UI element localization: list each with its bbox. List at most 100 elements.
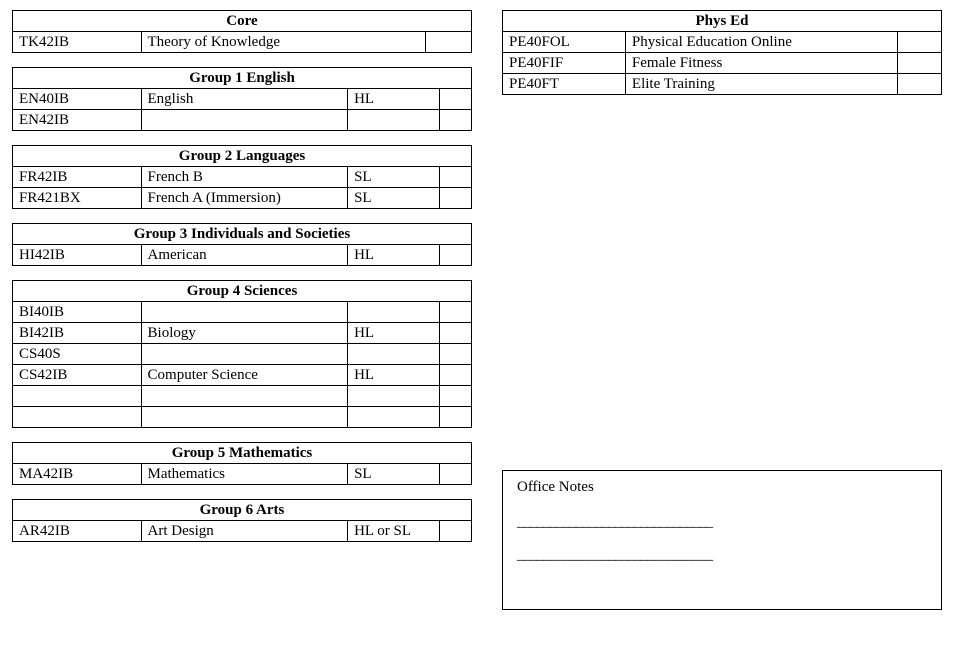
- left-section-6-table: Group 6 ArtsAR42IBArt DesignHL or SL: [12, 499, 472, 542]
- left-section-4-table: Group 4 SciencesBI40IBBI42IBBiologyHLCS4…: [12, 280, 472, 428]
- course-level: HL: [348, 323, 440, 344]
- course-level: SL: [348, 188, 440, 209]
- table-row: [13, 407, 472, 428]
- course-name: Elite Training: [625, 74, 897, 95]
- course-level: SL: [348, 464, 440, 485]
- table-row: TK42IBTheory of Knowledge: [13, 32, 472, 53]
- left-section-0-table: CoreTK42IBTheory of Knowledge: [12, 10, 472, 53]
- right-section-0-table: Phys EdPE40FOLPhysical Education OnlineP…: [502, 10, 942, 95]
- course-name: Female Fitness: [625, 53, 897, 74]
- course-name: Art Design: [141, 521, 348, 542]
- course-code: BI40IB: [13, 302, 142, 323]
- table-row: MA42IBMathematicsSL: [13, 464, 472, 485]
- course-mark: [439, 365, 471, 386]
- left-section-6-header: Group 6 Arts: [13, 500, 472, 521]
- course-code: HI42IB: [13, 245, 142, 266]
- course-level: SL: [348, 167, 440, 188]
- course-level: HL or SL: [348, 521, 440, 542]
- course-mark: [898, 32, 942, 53]
- course-code: MA42IB: [13, 464, 142, 485]
- course-code: [13, 407, 142, 428]
- office-notes-line-1: ______________________________: [517, 514, 927, 531]
- course-mark: [439, 386, 471, 407]
- right-column: Phys EdPE40FOLPhysical Education OnlineP…: [502, 10, 942, 610]
- table-row: FR42IBFrench BSL: [13, 167, 472, 188]
- course-mark: [439, 245, 471, 266]
- course-mark: [439, 302, 471, 323]
- course-level: HL: [348, 245, 440, 266]
- table-row: CS40S: [13, 344, 472, 365]
- course-code: FR42IB: [13, 167, 142, 188]
- course-name: [141, 386, 348, 407]
- course-name: [141, 344, 348, 365]
- right-section-0-header: Phys Ed: [503, 11, 942, 32]
- course-mark: [439, 188, 471, 209]
- course-code: CS40S: [13, 344, 142, 365]
- course-mark: [439, 110, 471, 131]
- course-mark: [439, 407, 471, 428]
- course-code: AR42IB: [13, 521, 142, 542]
- left-section-5-header: Group 5 Mathematics: [13, 443, 472, 464]
- office-notes-title: Office Notes: [517, 479, 927, 496]
- course-mark: [439, 521, 471, 542]
- table-row: FR421BXFrench A (Immersion)SL: [13, 188, 472, 209]
- course-level: [348, 110, 440, 131]
- course-name: Computer Science: [141, 365, 348, 386]
- left-section-3-header: Group 3 Individuals and Societies: [13, 224, 472, 245]
- course-mark: [439, 167, 471, 188]
- course-level: [348, 407, 440, 428]
- course-name: Mathematics: [141, 464, 348, 485]
- office-notes-box: Office Notes ___________________________…: [502, 470, 942, 610]
- left-column: CoreTK42IBTheory of Knowledge Group 1 Eng…: [12, 10, 472, 556]
- course-name: [141, 110, 348, 131]
- table-row: PE40FIFFemale Fitness: [503, 53, 942, 74]
- left-section-0-header: Core: [13, 11, 472, 32]
- course-code: PE40FT: [503, 74, 626, 95]
- course-mark: [898, 53, 942, 74]
- course-code: [13, 386, 142, 407]
- course-name: French A (Immersion): [141, 188, 348, 209]
- course-code: CS42IB: [13, 365, 142, 386]
- table-row: AR42IBArt DesignHL or SL: [13, 521, 472, 542]
- course-mark: [439, 89, 471, 110]
- course-name: French B: [141, 167, 348, 188]
- course-name: Physical Education Online: [625, 32, 897, 53]
- course-code: TK42IB: [13, 32, 142, 53]
- course-name: Biology: [141, 323, 348, 344]
- course-mark: [426, 32, 472, 53]
- office-notes-line-2: ______________________________: [517, 547, 927, 564]
- left-section-4-header: Group 4 Sciences: [13, 281, 472, 302]
- left-section-1-table: Group 1 EnglishEN40IBEnglishHLEN42IB: [12, 67, 472, 131]
- course-name: American: [141, 245, 348, 266]
- table-row: EN42IB: [13, 110, 472, 131]
- course-mark: [439, 323, 471, 344]
- course-level: [348, 344, 440, 365]
- course-code: BI42IB: [13, 323, 142, 344]
- table-row: HI42IBAmericanHL: [13, 245, 472, 266]
- course-mark: [439, 464, 471, 485]
- course-code: PE40FIF: [503, 53, 626, 74]
- table-row: BI42IBBiologyHL: [13, 323, 472, 344]
- page-root: CoreTK42IBTheory of Knowledge Group 1 Eng…: [12, 10, 968, 610]
- course-name: [141, 302, 348, 323]
- course-mark: [898, 74, 942, 95]
- table-row: PE40FTElite Training: [503, 74, 942, 95]
- course-level: [348, 386, 440, 407]
- course-name: Theory of Knowledge: [141, 32, 426, 53]
- table-row: PE40FOLPhysical Education Online: [503, 32, 942, 53]
- course-mark: [439, 344, 471, 365]
- table-row: [13, 386, 472, 407]
- left-section-2-header: Group 2 Languages: [13, 146, 472, 167]
- table-row: EN40IBEnglishHL: [13, 89, 472, 110]
- table-row: BI40IB: [13, 302, 472, 323]
- course-code: FR421BX: [13, 188, 142, 209]
- course-code: EN42IB: [13, 110, 142, 131]
- course-level: HL: [348, 89, 440, 110]
- left-section-2-table: Group 2 LanguagesFR42IBFrench BSLFR421BX…: [12, 145, 472, 209]
- left-section-5-table: Group 5 MathematicsMA42IBMathematicsSL: [12, 442, 472, 485]
- table-row: CS42IBComputer ScienceHL: [13, 365, 472, 386]
- course-code: PE40FOL: [503, 32, 626, 53]
- course-level: [348, 302, 440, 323]
- left-section-1-header: Group 1 English: [13, 68, 472, 89]
- course-name: [141, 407, 348, 428]
